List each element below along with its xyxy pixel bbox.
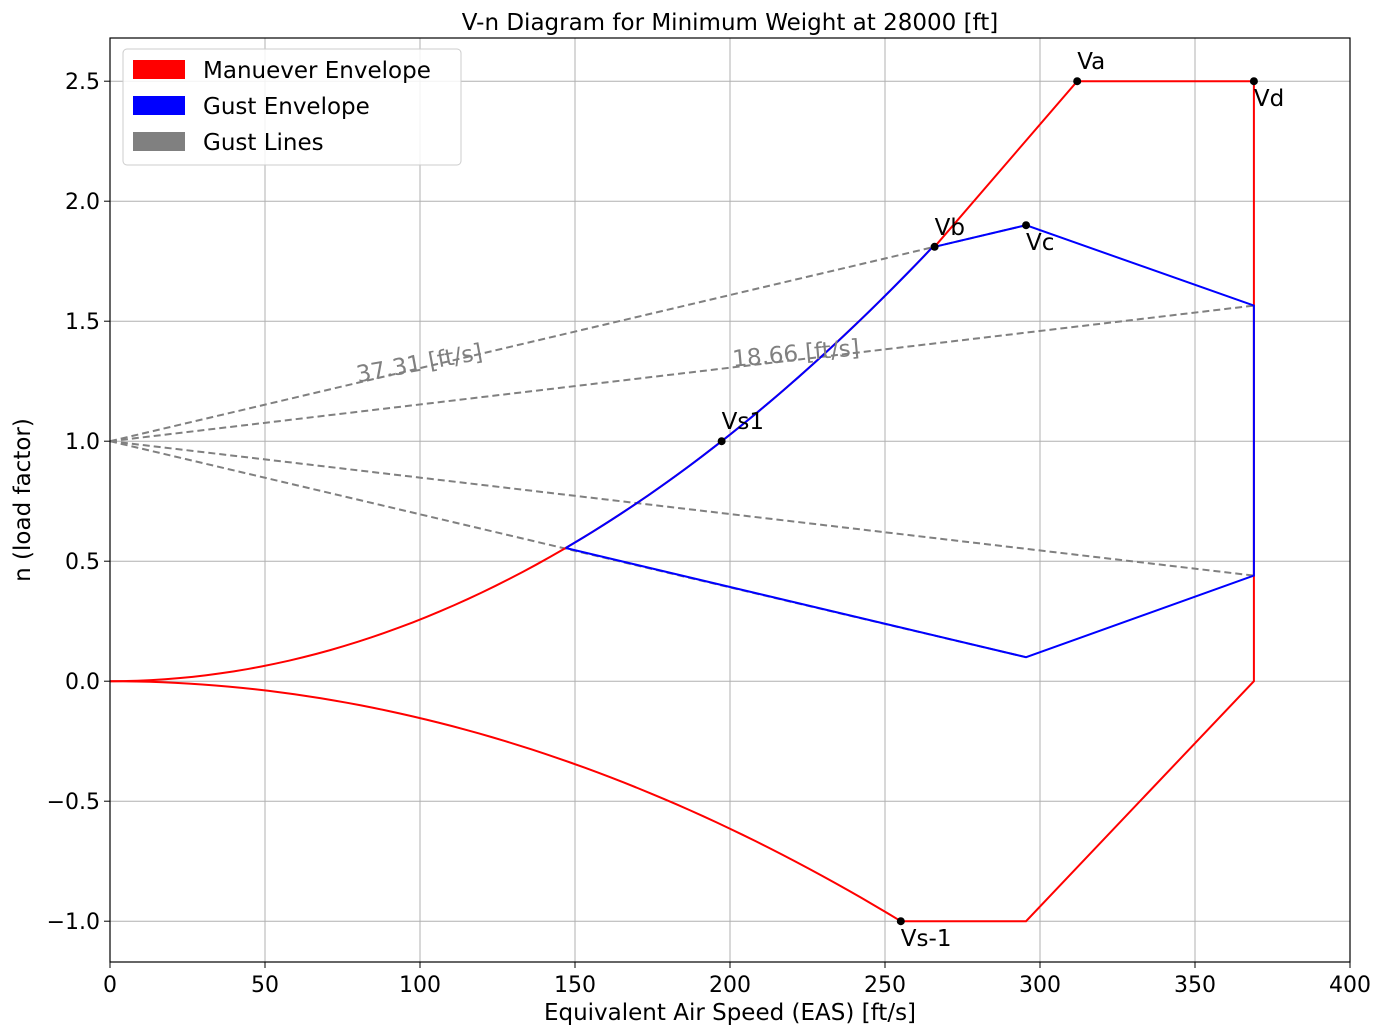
y-tick-label: 2.0 xyxy=(65,190,100,215)
y-axis-ticks: −1.0 −0.5 0.0 0.5 1.0 1.5 2.0 2.5 xyxy=(47,70,110,935)
y-tick-label: 0.0 xyxy=(65,670,100,695)
chart-title: V-n Diagram for Minimum Weight at 28000 … xyxy=(462,10,998,36)
gust-envelope-boundary xyxy=(565,224,1255,659)
y-tick-label: 1.0 xyxy=(65,430,100,455)
y-axis-label: n (load factor) xyxy=(10,418,36,582)
maneuver-positive-stall-curve xyxy=(109,243,937,683)
gust-line-label: 37.31 [ft/s] xyxy=(354,339,484,388)
point-marker xyxy=(930,242,939,251)
legend-swatch xyxy=(133,132,185,151)
point-label: Vs1 xyxy=(722,409,764,435)
point-marker xyxy=(1249,77,1258,86)
y-tick-label: 0.5 xyxy=(65,550,100,575)
x-tick-label: 200 xyxy=(709,973,751,998)
maneuver-negative-stall-curve xyxy=(109,680,902,923)
x-axis-ticks: 0 50 100 150 200 250 300 350 400 xyxy=(103,962,1371,998)
legend: Manuever Envelope Gust Envelope Gust Lines xyxy=(122,48,462,166)
gust-line xyxy=(109,304,1255,443)
point-label: Va xyxy=(1077,49,1105,75)
x-tick-label: 300 xyxy=(1019,973,1061,998)
x-tick-label: 150 xyxy=(554,973,596,998)
point-label: Vd xyxy=(1254,86,1284,112)
point-marker xyxy=(717,437,726,446)
grid xyxy=(109,38,1351,962)
point-marker xyxy=(1022,221,1031,230)
legend-swatch xyxy=(133,60,185,79)
gust-line xyxy=(109,245,935,443)
y-tick-label: 2.5 xyxy=(65,70,100,95)
legend-box xyxy=(122,48,462,166)
point-marker xyxy=(896,917,905,926)
gust-envelope-stall-curve xyxy=(565,244,936,549)
legend-swatch xyxy=(133,96,185,115)
gust-line xyxy=(109,440,1255,577)
y-tick-label: −0.5 xyxy=(47,790,100,815)
x-tick-label: 400 xyxy=(1329,973,1371,998)
x-axis-label: Equivalent Air Speed (EAS) [ft/s] xyxy=(544,1000,916,1026)
x-tick-label: 0 xyxy=(103,973,117,998)
point-marker xyxy=(1073,77,1082,86)
legend-label: Gust Lines xyxy=(203,130,324,156)
y-tick-label: 1.5 xyxy=(65,310,100,335)
point-label: Vc xyxy=(1026,230,1054,256)
point-label: Vs-1 xyxy=(901,926,952,952)
legend-label: Gust Envelope xyxy=(203,94,370,120)
x-tick-label: 350 xyxy=(1174,973,1216,998)
maneuver-envelope xyxy=(109,80,1255,923)
y-tick-label: −1.0 xyxy=(47,910,100,935)
gust-line-label: 18.66 [ft/s] xyxy=(731,335,860,372)
maneuver-boundary xyxy=(900,80,1255,923)
gust-envelope xyxy=(565,224,1255,659)
x-tick-label: 250 xyxy=(864,973,906,998)
legend-label: Manuever Envelope xyxy=(203,58,431,84)
x-tick-label: 50 xyxy=(251,973,279,998)
envelope-points: Va Vd Vb Vc Vs1 Vs-1 xyxy=(717,49,1284,952)
gust-line-labels: 37.31 [ft/s] 18.66 [ft/s] xyxy=(354,335,860,388)
point-label: Vb xyxy=(935,215,965,241)
x-tick-label: 100 xyxy=(399,973,441,998)
